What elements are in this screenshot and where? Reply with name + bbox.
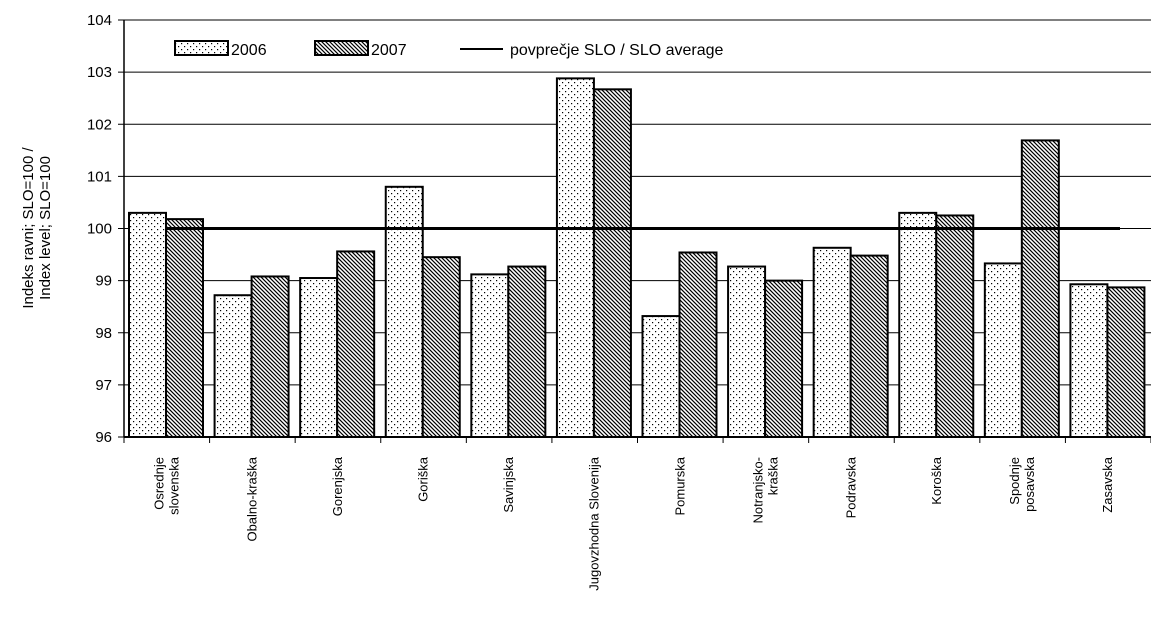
bars — [128, 77, 1146, 439]
category-label: kraška — [765, 456, 780, 495]
category-label: Pomurska — [672, 456, 687, 515]
bar-2006 — [812, 246, 852, 438]
y-tick-label: 96 — [95, 429, 112, 446]
legend-swatch-2006 — [174, 40, 229, 56]
category-label: Obalno-kraška — [244, 456, 259, 541]
bar-2006 — [898, 211, 938, 438]
y-tick-label: 99 — [95, 273, 112, 290]
bar-2007 — [849, 254, 889, 438]
bar-2006 — [384, 185, 424, 438]
bar-2006 — [555, 77, 595, 438]
category-label: Koroška — [929, 456, 944, 504]
bar-2007 — [336, 250, 376, 438]
y-axis-label-line: Indeks ravni; SLO=100 / — [20, 147, 37, 309]
legend: 2006 2007 povprečje SLO / SLO average — [174, 40, 724, 59]
category-label: slovenska — [166, 456, 181, 515]
category-label: Jugovzhodna Slovenija — [587, 456, 602, 590]
category-label: Osrednje — [151, 457, 166, 510]
bar-2006 — [983, 262, 1023, 438]
y-tick-label: 98 — [95, 325, 112, 342]
legend-swatch-2007 — [314, 40, 369, 56]
bar-2007 — [1020, 139, 1060, 438]
y-tick-label: 97 — [95, 377, 112, 394]
bar-2006 — [470, 273, 510, 438]
category-label: Zasavska — [1100, 456, 1115, 512]
bar-2007 — [764, 279, 804, 438]
category-label: Notranjsko- — [750, 457, 765, 523]
y-axis-label: Indeks ravni; SLO=100 /Index level; SLO=… — [20, 147, 54, 309]
category-label: Savinjska — [501, 456, 516, 512]
bar-2006 — [727, 265, 767, 438]
y-tick-label: 100 — [87, 221, 112, 238]
y-tick-label: 104 — [87, 12, 112, 29]
axes: 96 97 98 99 100 101 102 103 104 Osrednje slovenska… — [87, 12, 1151, 591]
category-label: posavska — [1022, 456, 1037, 512]
category-label: Gorenjska — [330, 456, 345, 516]
bar-2007 — [592, 88, 632, 438]
category-label: Podravska — [843, 456, 858, 518]
bar-2006 — [128, 211, 167, 438]
y-axis-label-line: Index level; SLO=100 — [37, 156, 54, 300]
bar-2006 — [1069, 283, 1109, 438]
category-label: Spodnje — [1007, 457, 1022, 505]
bar-2007 — [250, 275, 290, 438]
bar-2006 — [641, 315, 681, 439]
bar-2007 — [935, 214, 975, 438]
bar-2007 — [1106, 286, 1146, 438]
y-tick-label: 103 — [87, 64, 112, 81]
bar-2007 — [507, 265, 547, 438]
bar-2007 — [678, 251, 718, 438]
legend-label-2007: 2007 — [371, 42, 407, 59]
legend-label-2006: 2006 — [231, 42, 267, 59]
bar-2007 — [421, 256, 461, 439]
legend-label-average: povprečje SLO / SLO average — [510, 42, 724, 59]
bar-2007 — [165, 218, 204, 438]
bar-2006 — [213, 294, 253, 438]
y-tick-label: 101 — [87, 168, 112, 185]
category-label: Goriška — [416, 456, 431, 502]
y-tick-label: 102 — [87, 116, 112, 133]
bar-2006 — [299, 277, 339, 438]
